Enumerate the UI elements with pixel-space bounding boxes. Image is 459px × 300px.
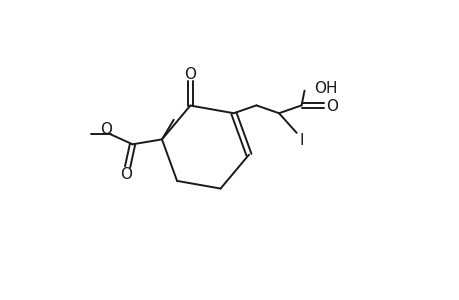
Text: O: O xyxy=(325,99,337,114)
Text: I: I xyxy=(299,133,303,148)
Text: O: O xyxy=(100,122,112,137)
Text: OH: OH xyxy=(313,81,337,96)
Text: O: O xyxy=(119,167,131,182)
Text: O: O xyxy=(184,67,196,82)
